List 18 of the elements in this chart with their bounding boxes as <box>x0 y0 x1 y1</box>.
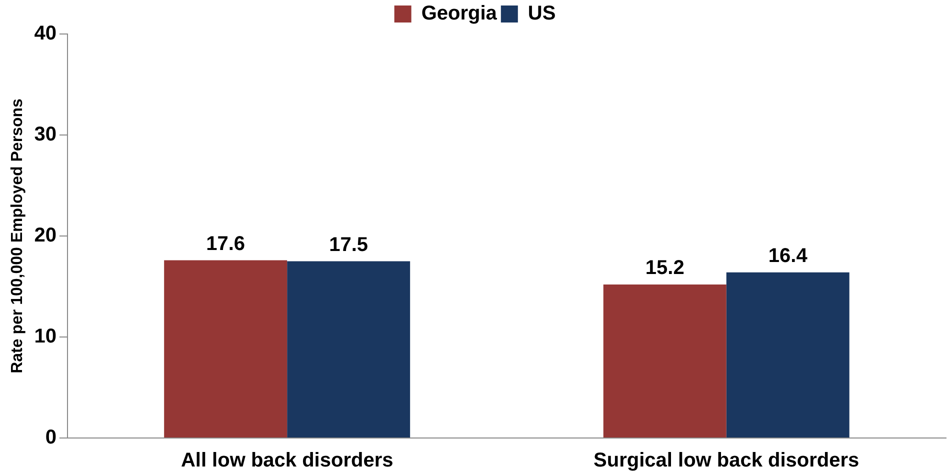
bar <box>164 260 288 438</box>
y-tick-label: 30 <box>34 124 56 146</box>
y-tick-label: 20 <box>34 224 56 247</box>
data-label: 16.4 <box>768 244 808 267</box>
y-axis-title: Rate per 100,000 Employed Persons <box>9 98 26 374</box>
y-tick-label: 40 <box>34 22 56 45</box>
x-tick-label: Surgical low back disorders <box>594 450 860 472</box>
legend-label: US <box>528 2 556 25</box>
y-tick-label: 0 <box>45 426 56 449</box>
data-label: 17.6 <box>206 232 246 255</box>
bar <box>603 284 726 438</box>
data-label: 17.5 <box>329 234 368 256</box>
x-tick-label: All low back disorders <box>180 450 394 472</box>
legend-label: Georgia <box>421 2 498 25</box>
y-tick-label: 10 <box>34 326 56 348</box>
bar <box>287 261 410 438</box>
bar <box>726 272 850 438</box>
data-label: 15.2 <box>645 256 684 279</box>
